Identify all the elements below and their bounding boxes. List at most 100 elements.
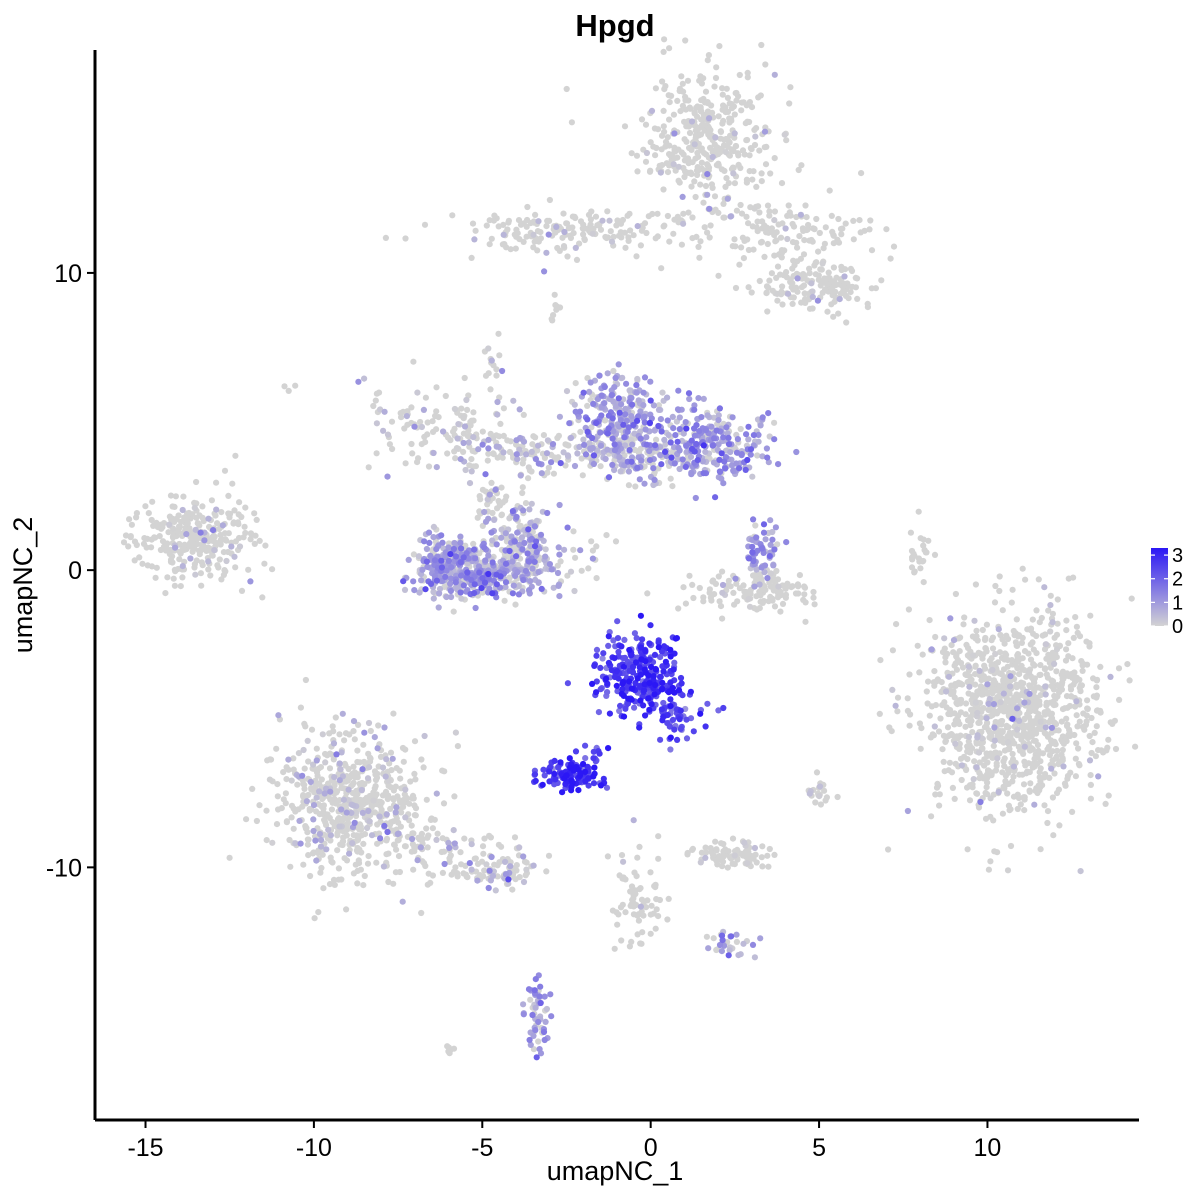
scatter-point	[489, 509, 496, 517]
scatter-point	[950, 649, 957, 656]
scatter-point	[447, 587, 454, 595]
scatter-point	[1095, 773, 1102, 780]
scatter-point	[418, 909, 425, 917]
scatter-point	[643, 434, 650, 441]
scatter-point	[520, 411, 527, 418]
scatter-point	[1065, 640, 1072, 647]
scatter-point	[535, 218, 542, 225]
scatter-point	[472, 555, 479, 562]
scatter-point	[301, 765, 308, 772]
scatter-point	[1105, 792, 1112, 799]
scatter-point	[383, 835, 391, 842]
scatter-point	[1034, 754, 1041, 761]
scatter-point	[1063, 715, 1070, 722]
scatter-point	[496, 352, 503, 359]
scatter-point	[709, 184, 716, 191]
scatter-point	[381, 724, 388, 731]
scatter-point	[744, 118, 751, 125]
scatter-point	[269, 566, 276, 573]
scatter-point	[984, 681, 991, 688]
scatter-point	[746, 589, 754, 596]
scatter-point	[685, 209, 692, 216]
scatter-point	[995, 626, 1002, 633]
scatter-point	[364, 775, 372, 782]
scatter-point	[334, 832, 341, 839]
scatter-point	[785, 202, 792, 209]
scatter-point	[664, 394, 671, 401]
scatter-point	[823, 281, 831, 288]
scatter-point	[985, 706, 993, 713]
scatter-point	[695, 132, 702, 139]
scatter-point	[622, 411, 629, 418]
scatter-point	[957, 709, 965, 716]
scatter-point	[802, 297, 809, 304]
scatter-point	[923, 688, 930, 695]
scatter-point	[383, 756, 390, 763]
scatter-point	[646, 457, 654, 464]
scatter-point	[384, 431, 392, 438]
scatter-point	[812, 799, 819, 806]
scatter-point	[507, 438, 514, 445]
scatter-point	[772, 238, 779, 245]
scatter-point	[998, 718, 1005, 725]
scatter-point	[388, 418, 396, 425]
scatter-point	[393, 804, 400, 811]
scatter-point	[1069, 655, 1076, 662]
scatter-point	[439, 835, 446, 842]
scatter-point	[950, 637, 958, 644]
scatter-point	[501, 597, 508, 604]
scatter-point	[964, 756, 971, 763]
scatter-point	[402, 235, 409, 242]
scatter-point	[262, 542, 269, 549]
scatter-point	[390, 710, 397, 717]
scatter-point	[511, 834, 519, 841]
scatter-point	[753, 534, 760, 541]
scatter-point	[889, 686, 896, 694]
scatter-point	[593, 575, 600, 582]
scatter-point	[1074, 629, 1081, 637]
scatter-point	[451, 793, 458, 800]
scatter-point	[457, 456, 464, 463]
scatter-point	[641, 480, 648, 487]
scatter-point	[567, 434, 575, 441]
scatter-point	[490, 217, 497, 224]
scatter-point	[457, 533, 464, 540]
scatter-point	[365, 464, 372, 471]
scatter-point	[734, 598, 741, 605]
scatter-point	[153, 520, 161, 527]
scatter-point	[633, 389, 640, 396]
scatter-point	[988, 637, 995, 644]
scatter-point	[889, 647, 897, 654]
scatter-point	[725, 577, 733, 584]
scatter-point	[642, 158, 650, 165]
scatter-point	[556, 593, 563, 600]
scatter-point	[1014, 705, 1021, 712]
scatter-point	[633, 382, 640, 389]
scatter-point	[517, 472, 524, 479]
scatter-point	[928, 813, 935, 820]
scatter-point	[764, 308, 771, 315]
scatter-point	[1083, 718, 1090, 725]
scatter-point	[247, 578, 254, 585]
scatter-point	[687, 169, 694, 176]
scatter-point	[1000, 678, 1007, 685]
scatter-point	[505, 217, 512, 224]
scatter-point	[487, 834, 494, 841]
scatter-point	[1035, 576, 1042, 583]
scatter-point	[527, 220, 534, 227]
scatter-point	[731, 236, 738, 243]
scatter-point	[439, 869, 446, 877]
scatter-point	[273, 821, 281, 828]
scatter-point	[858, 170, 865, 177]
scatter-point	[480, 873, 487, 880]
scatter-point	[1002, 772, 1010, 779]
scatter-point	[616, 453, 623, 461]
scatter-point	[296, 817, 303, 825]
scatter-point	[483, 222, 490, 229]
scatter-point	[568, 119, 576, 126]
scatter-point	[652, 152, 659, 159]
scatter-point	[814, 297, 822, 304]
scatter-point	[708, 423, 715, 430]
scatter-point	[481, 544, 488, 551]
scatter-point	[1007, 683, 1014, 690]
